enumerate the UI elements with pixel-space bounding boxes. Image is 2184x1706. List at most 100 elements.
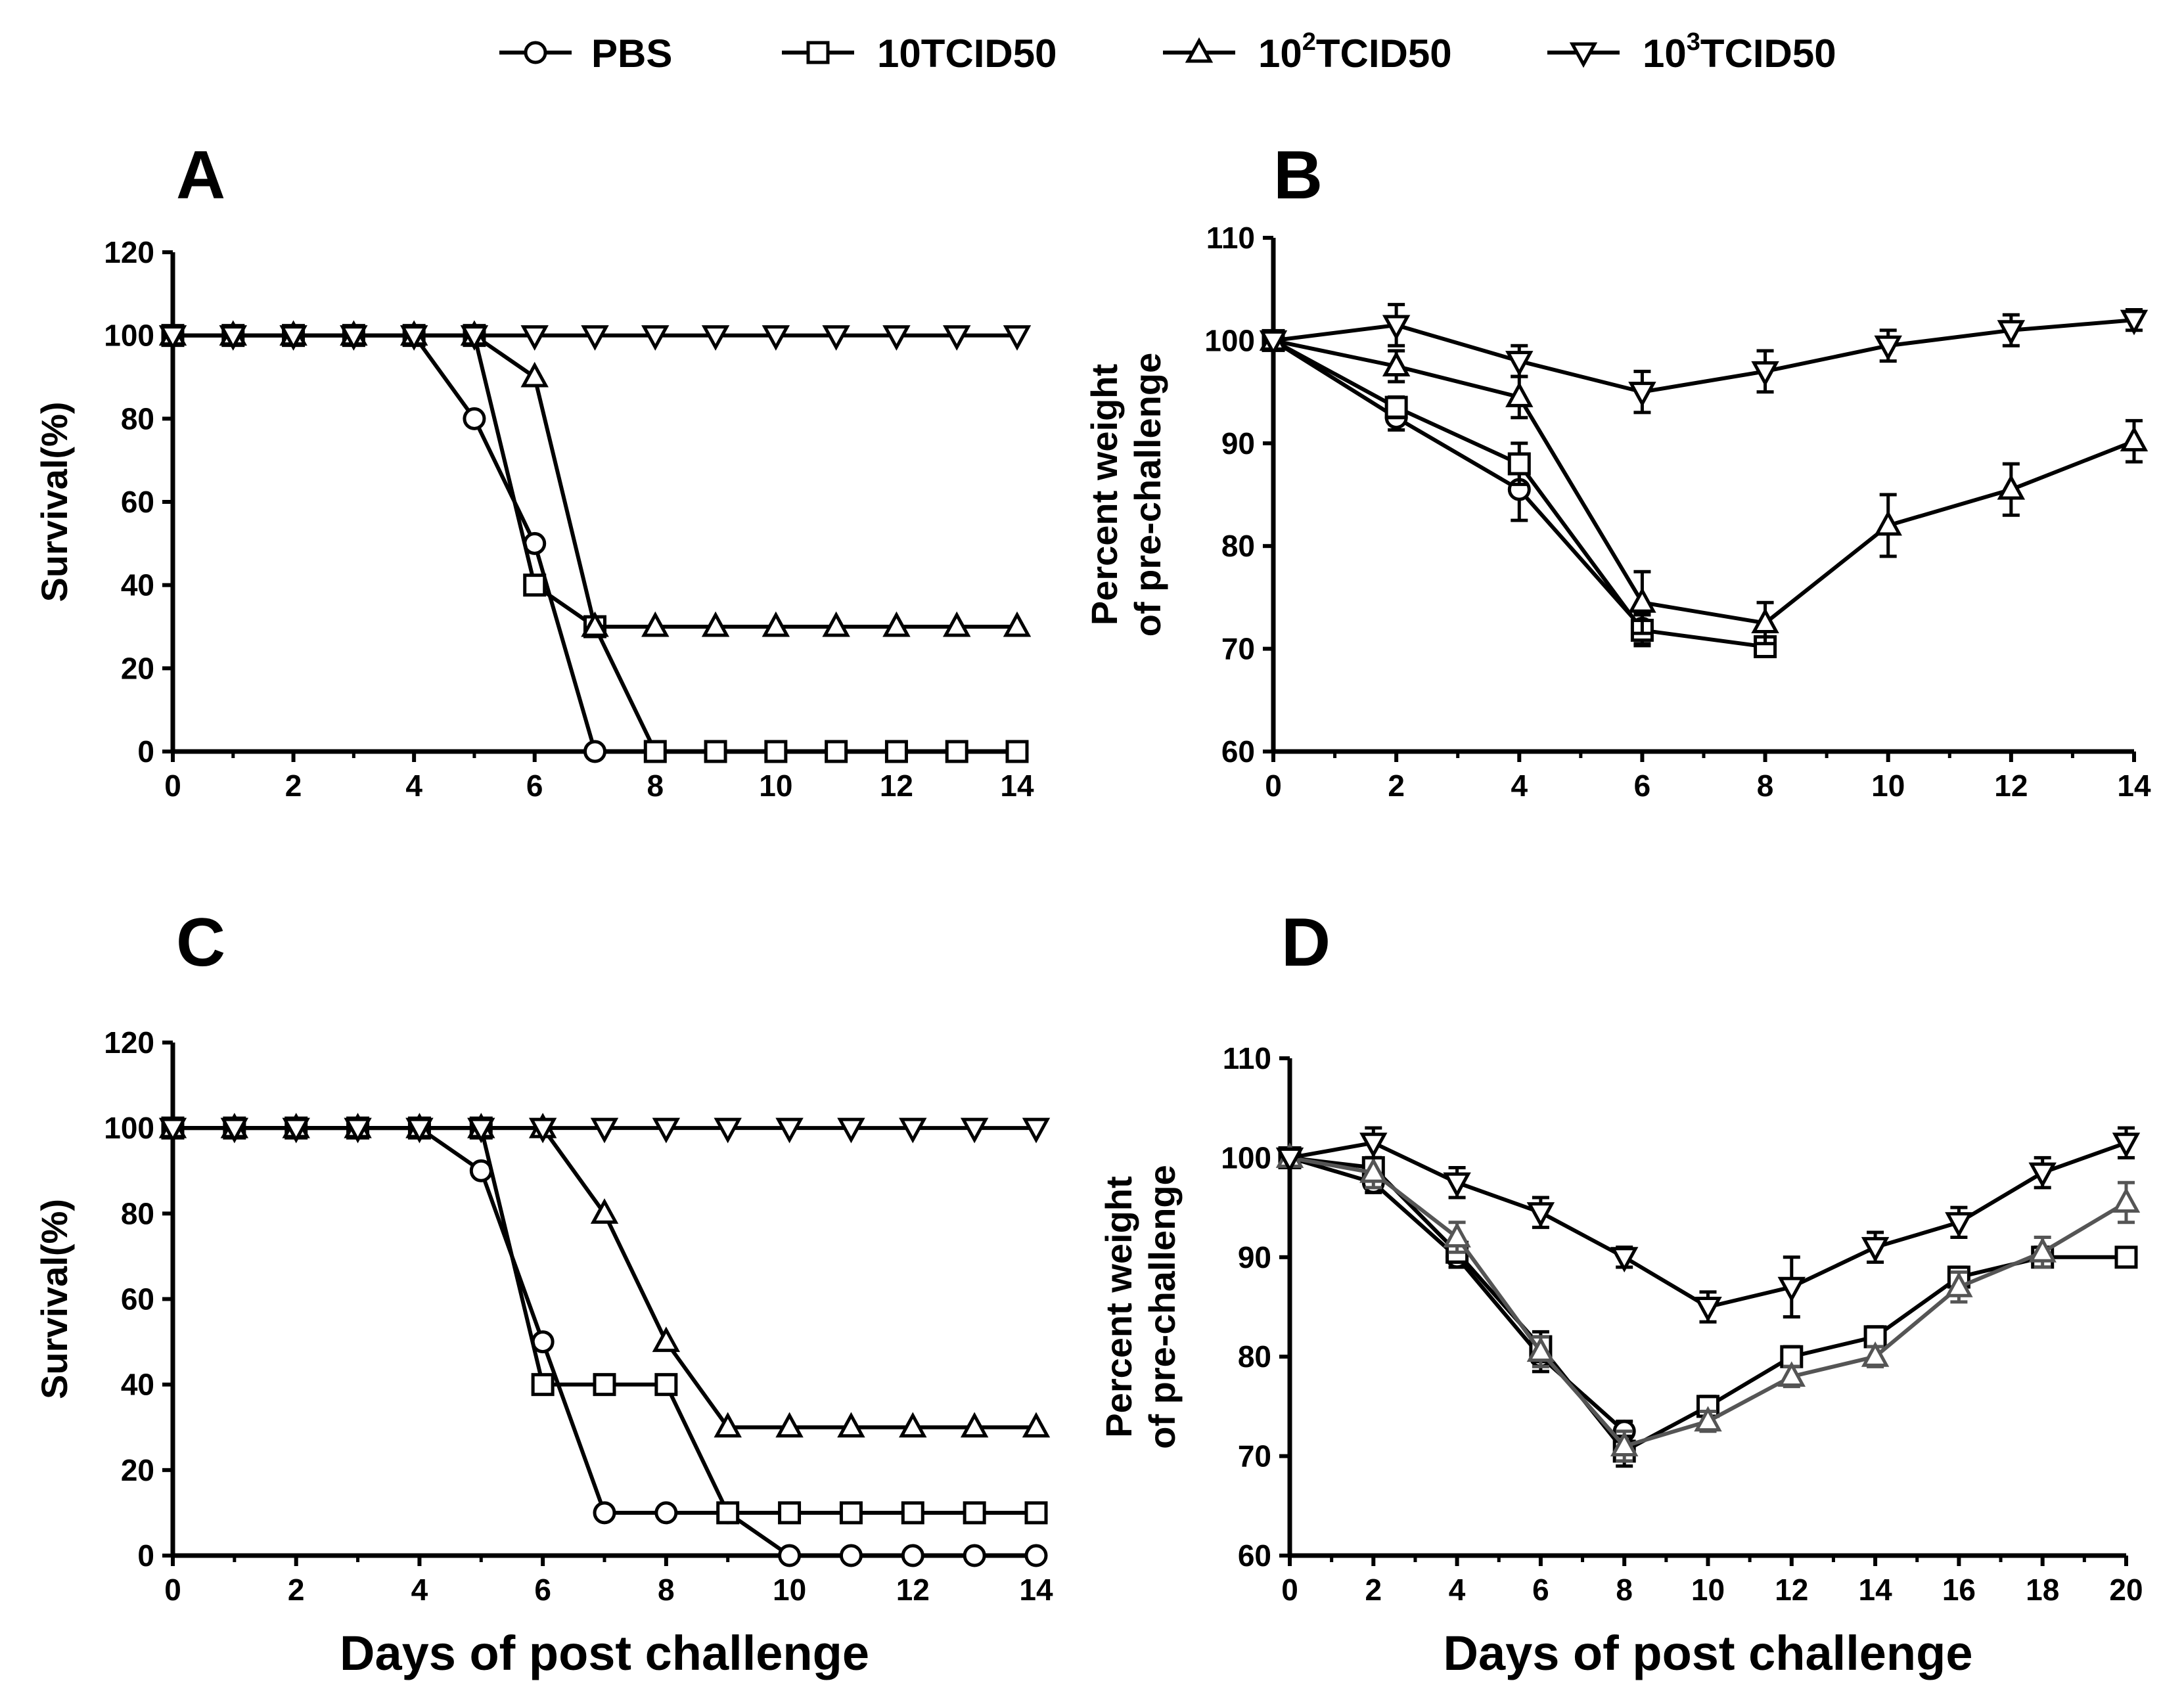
chart-d-x-tick-label: 20 [2109, 1573, 2143, 1607]
chart-d-point-10-3tcid50 [1861, 1237, 1890, 1263]
chart-c-point-10tcid50 [839, 1501, 863, 1525]
chart-d-weight: 60 70 80 90 100 110 0 2 4 6 8 10 12 14 16 18 20 Percent w… [1098, 1041, 2143, 1680]
chart-a-point-10-2tcid50 [882, 611, 911, 637]
chart-a-y-tick-label: 60 [121, 485, 154, 519]
chart-a-line-10tcid50 [173, 333, 1017, 753]
chart-d-point-10-2tcid50 [1443, 1222, 1471, 1248]
legend-item-t10: 10TCID50 [782, 32, 1057, 76]
chart-a-line-10-2tcid50 [173, 333, 1017, 629]
chart-c-y-tick-label: 20 [121, 1453, 154, 1487]
chart-c-point-10-3tcid50 [1022, 1117, 1051, 1144]
chart-a-point-10-3tcid50 [942, 325, 971, 351]
chart-c-point-10-3tcid50 [652, 1117, 681, 1144]
chart-c-y-axis-title: Survival(%) [34, 1199, 75, 1399]
chart-c-point-pbs [839, 1544, 863, 1567]
legend-item-t100: 102TCID50 [1163, 28, 1452, 76]
chart-a-point-10tcid50 [643, 740, 667, 763]
legend-label-t1000: 103TCID50 [1643, 28, 1836, 76]
chart-a-point-pbs [463, 407, 486, 430]
chart-c-y-tick-label: 0 [137, 1538, 154, 1573]
chart-a-point-10-2tcid50 [942, 611, 971, 637]
chart-a-point-10-3tcid50 [460, 325, 489, 351]
chart-a-point-10-2tcid50 [822, 611, 850, 637]
chart-d-y-tick-label: 90 [1238, 1240, 1271, 1274]
chart-a-point-10-3tcid50 [279, 325, 307, 351]
chart-c-x-tick-label: 2 [288, 1573, 305, 1607]
chart-b-point-10-3tcid50 [1751, 361, 1779, 387]
chart-a-line-pbs [173, 333, 1017, 753]
chart-c-y-tick-label: 100 [104, 1111, 154, 1145]
chart-d-point-10-3tcid50 [1359, 1133, 1388, 1158]
chart-a-point-10-3tcid50 [340, 325, 368, 351]
chart-c-line-10tcid50 [173, 1126, 1036, 1515]
chart-c-y-tick-label: 120 [104, 1025, 154, 1060]
legend-item-t1000: 103TCID50 [1547, 28, 1836, 76]
chart-c-point-10-2tcid50 [960, 1412, 989, 1438]
chart-c-point-10-2tcid50 [1022, 1412, 1051, 1438]
chart-c-point-pbs [963, 1544, 986, 1567]
chart-b-y-tick-label: 60 [1221, 734, 1255, 769]
chart-a-y-tick-label: 0 [137, 734, 154, 769]
chart-a-point-10tcid50 [764, 740, 788, 763]
chart-b-point-10-3tcid50 [1874, 335, 1902, 361]
chart-c-x-tick-label: 0 [164, 1573, 181, 1607]
legend-label-pbs: PBS [591, 32, 672, 76]
chart-a-x-tick-label: 8 [647, 769, 664, 803]
chart-a-series-10tcid50 [161, 324, 1029, 763]
chart-b-line-pbs [1272, 338, 1644, 630]
chart-a-point-10-2tcid50 [701, 611, 730, 637]
chart-b-point-10-2tcid50 [1505, 382, 1534, 407]
chart-c-point-10-3tcid50 [405, 1117, 434, 1144]
chart-b-point-10-3tcid50 [1997, 320, 2026, 346]
chart-d-line-10-3tcid50 [1289, 1140, 2127, 1309]
chart-a-y-tick-label: 80 [121, 401, 154, 436]
chart-c-point-pbs [654, 1501, 678, 1525]
chart-c-x-tick-label: 8 [658, 1573, 675, 1607]
chart-b-line-10-3tcid50 [1273, 318, 2135, 394]
chart-c-x-tick-label: 12 [896, 1573, 930, 1607]
chart-c-point-10-3tcid50 [837, 1117, 865, 1144]
chart-c-point-10tcid50 [716, 1501, 740, 1525]
chart-c-point-10tcid50 [531, 1373, 555, 1397]
chart-b-x-tick-label: 12 [1994, 769, 2028, 803]
chart-b-x-tick-label: 14 [2117, 769, 2151, 803]
chart-b-x-tick-label: 4 [1511, 769, 1528, 803]
chart-c-point-10tcid50 [593, 1373, 616, 1397]
chart-a-survival: 0 20 40 60 80 100 120 0 2 4 6 8 10 12 14 Survival(%) [34, 235, 1034, 803]
chart-a-y-axis-title: Survival(%) [34, 402, 75, 602]
chart-a-y-tick-label: 40 [121, 568, 154, 602]
chart-b-line-10-2tcid50 [1273, 338, 2135, 625]
chart-d-point-10-2tcid50 [2112, 1187, 2141, 1213]
panel-letter-c: C [176, 905, 225, 981]
chart-b-y-axis-title: Percent weight [1083, 364, 1125, 625]
chart-b-y-tick-label: 70 [1221, 632, 1255, 666]
chart-b-y-tick-label: 110 [1206, 221, 1255, 255]
chart-b-series-10-2tcid50 [1259, 325, 2149, 646]
chart-a-point-10tcid50 [1005, 740, 1029, 763]
chart-c-point-pbs [593, 1501, 616, 1525]
chart-c-point-pbs [1024, 1544, 1048, 1567]
chart-b-point-10-2tcid50 [1382, 351, 1411, 376]
chart-d-point-10tcid50 [2114, 1246, 2138, 1269]
chart-c-x-tick-label: 10 [773, 1573, 806, 1607]
chart-c-point-10-3tcid50 [590, 1117, 619, 1144]
chart-c-point-pbs [901, 1544, 924, 1567]
chart-c-line-pbs [173, 1126, 1036, 1558]
chart-a-series-10-2tcid50 [158, 320, 1032, 637]
chart-c-point-10tcid50 [1024, 1501, 1048, 1525]
chart-a-point-10-3tcid50 [882, 325, 911, 351]
chart-a-x-tick-label: 4 [405, 769, 422, 803]
chart-c-point-10-2tcid50 [590, 1198, 619, 1224]
chart-b-point-10-2tcid50 [2120, 426, 2149, 452]
chart-d-point-10-3tcid50 [1777, 1276, 1806, 1303]
chart-d-point-10-2tcid50 [2028, 1237, 2057, 1263]
chart-c-point-10-3tcid50 [899, 1117, 927, 1144]
chart-c-point-10-3tcid50 [158, 1117, 187, 1144]
chart-a-point-10-3tcid50 [581, 325, 609, 351]
chart-a-y-tick-label: 120 [104, 235, 154, 269]
chart-d-y-tick-label: 60 [1238, 1538, 1271, 1573]
chart-c-point-10-3tcid50 [467, 1117, 495, 1144]
chart-d-y-tick-label: 70 [1238, 1439, 1271, 1473]
chart-b-point-10-3tcid50 [1628, 382, 1656, 407]
